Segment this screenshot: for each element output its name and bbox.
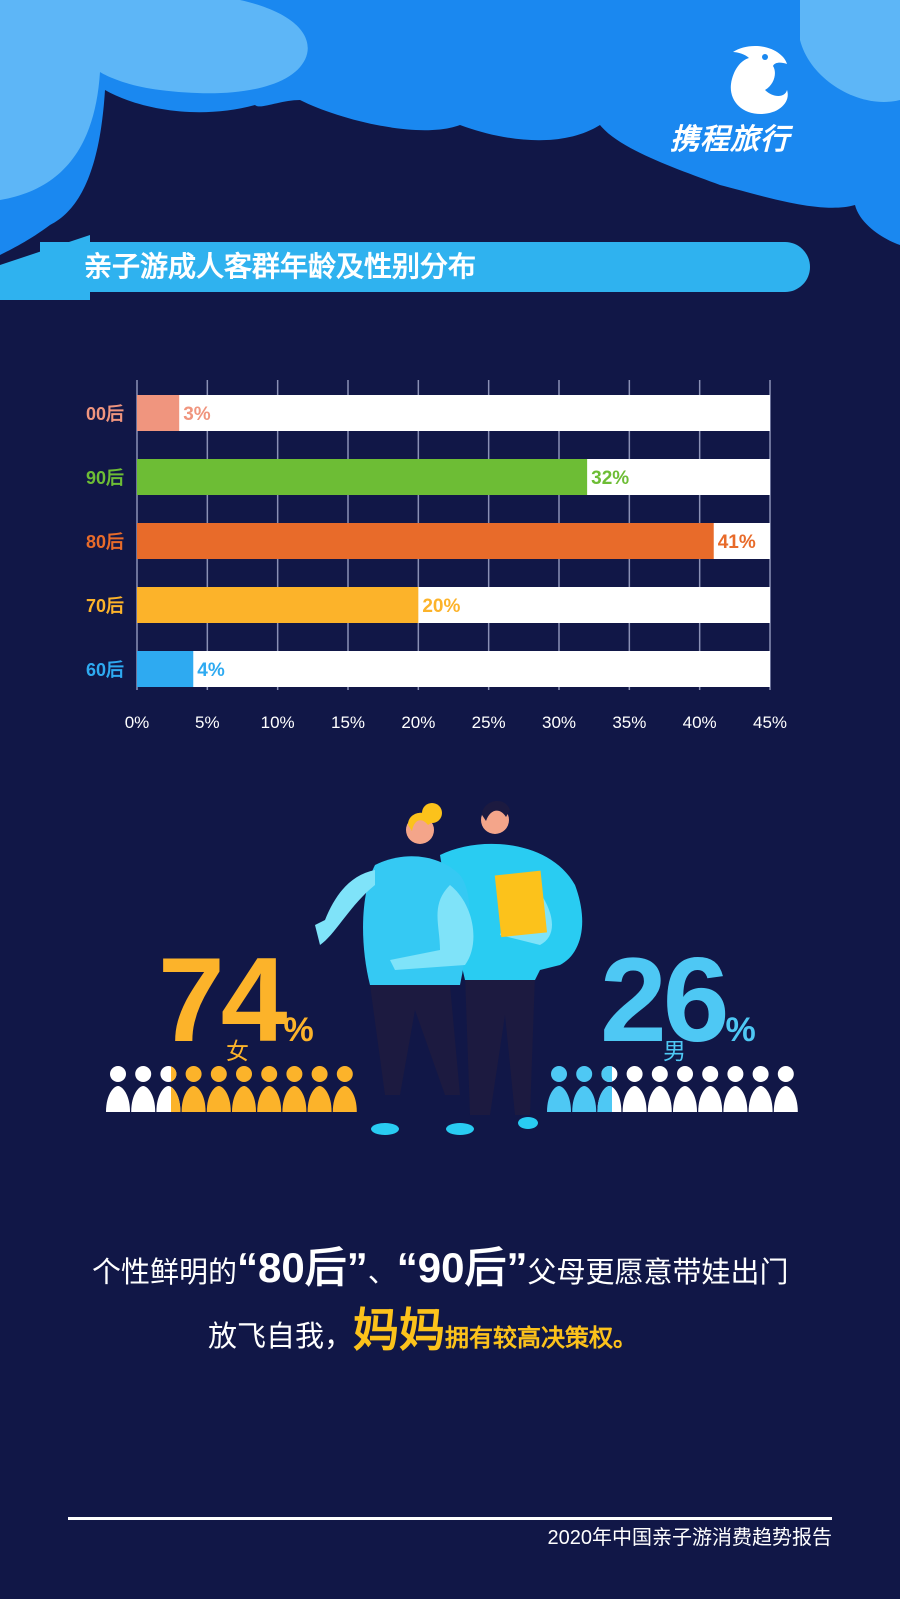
cloud-light-left <box>0 0 308 200</box>
person-icon <box>748 1066 773 1112</box>
x-tick-label: 5% <box>195 713 220 732</box>
person-icon <box>332 1066 357 1112</box>
category-label: 00后 <box>86 404 124 424</box>
x-tick-label: 0% <box>125 713 150 732</box>
female-label: 女 <box>226 1038 249 1064</box>
title-bar <box>40 242 810 292</box>
male-unit: % <box>725 1011 755 1049</box>
brand-name: 携程旅行 <box>670 124 791 156</box>
value-label: 41% <box>718 532 756 553</box>
caption-text: 个性鲜明的 <box>92 1257 238 1289</box>
x-tick-label: 25% <box>472 713 506 732</box>
age-bar-chart: 0% 5% 10% 15% 20% 25% 30% 35% 40% 45% 00后 3% 90后 32% 8… <box>86 380 787 732</box>
woman-arm-front <box>390 885 474 970</box>
person-icon <box>773 1066 798 1112</box>
caption-decision: 拥有较高决策权。 <box>445 1325 638 1352</box>
person-icon <box>131 1066 156 1112</box>
female-unit: % <box>283 1011 313 1049</box>
category-label: 70后 <box>86 596 124 616</box>
male-value: 26 <box>600 933 729 1067</box>
person-icon <box>572 1066 597 1112</box>
x-tick-label: 15% <box>331 713 365 732</box>
value-label: 4% <box>197 660 225 681</box>
couple-illustration <box>315 800 583 1135</box>
person-icon <box>723 1066 748 1112</box>
x-tick-label: 10% <box>261 713 295 732</box>
chart-title: 亲子游成人客群年龄及性别分布 <box>84 251 477 282</box>
female-value: 74 <box>158 933 287 1067</box>
caption-line-2: 放飞自我，妈妈拥有较高决策权。 <box>208 1307 638 1359</box>
footer-source: 2020年中国亲子游消费趋势报告 <box>547 1527 833 1549</box>
category-label: 60后 <box>86 660 124 680</box>
person-icon <box>282 1066 307 1112</box>
person-icon <box>232 1066 256 1112</box>
person-icon <box>622 1066 647 1112</box>
person-icon <box>647 1066 672 1112</box>
x-tick-label: 30% <box>542 713 576 732</box>
bar-track <box>137 395 770 431</box>
caption-line-1: 个性鲜明的“80后”、“90后”父母更愿意带娃出门 <box>92 1247 789 1293</box>
shoe-2 <box>446 1123 474 1135</box>
person-icon <box>307 1066 332 1112</box>
footer-divider <box>68 1517 832 1520</box>
male-label: 男 <box>663 1038 686 1064</box>
person-icon <box>673 1066 697 1112</box>
x-tick-label: 20% <box>401 713 435 732</box>
male-percent: 26% <box>600 940 756 1060</box>
person-icon <box>547 1066 571 1112</box>
woman-legs <box>370 985 460 1095</box>
caption-text-2: 放飞自我， <box>208 1321 354 1353</box>
bar <box>137 523 714 559</box>
caption-90s: “90后” <box>396 1244 528 1291</box>
category-label: 90后 <box>86 468 124 488</box>
value-label: 20% <box>422 596 460 617</box>
dolphin-logo-icon <box>730 46 788 114</box>
caption-text-tail: 父母更愿意带娃出门 <box>527 1257 789 1289</box>
person-icon <box>106 1066 130 1112</box>
value-label: 3% <box>183 404 211 425</box>
x-tick-label: 40% <box>683 713 717 732</box>
shoe-1 <box>371 1123 399 1135</box>
person-icon <box>206 1066 231 1112</box>
man-hair <box>482 800 510 821</box>
caption-separator: 、 <box>367 1257 397 1289</box>
x-tick-label: 35% <box>612 713 646 732</box>
gender-people-icons <box>106 1066 798 1112</box>
person-icon <box>257 1066 282 1112</box>
bar <box>137 587 419 623</box>
brand-logo <box>715 40 795 118</box>
person-icon <box>597 1066 613 1112</box>
female-percent: 74% <box>158 940 314 1060</box>
bar-track <box>137 651 770 687</box>
x-tick-label: 45% <box>753 713 787 732</box>
bar <box>137 459 588 495</box>
category-label: 80后 <box>86 532 124 552</box>
value-label: 32% <box>591 468 629 489</box>
shoe-3 <box>518 1117 538 1129</box>
woman-arm <box>315 870 375 945</box>
person-icon <box>171 1066 181 1112</box>
person-icon <box>698 1066 723 1112</box>
bar <box>137 651 194 687</box>
bar <box>137 395 180 431</box>
caption-mama: 妈妈 <box>353 1304 446 1356</box>
book <box>494 870 548 938</box>
caption-80s: “80后” <box>237 1244 368 1291</box>
cloud-light-right <box>800 0 900 102</box>
man-legs <box>465 975 535 1115</box>
woman-hair <box>408 812 434 831</box>
person-icon <box>181 1066 206 1112</box>
